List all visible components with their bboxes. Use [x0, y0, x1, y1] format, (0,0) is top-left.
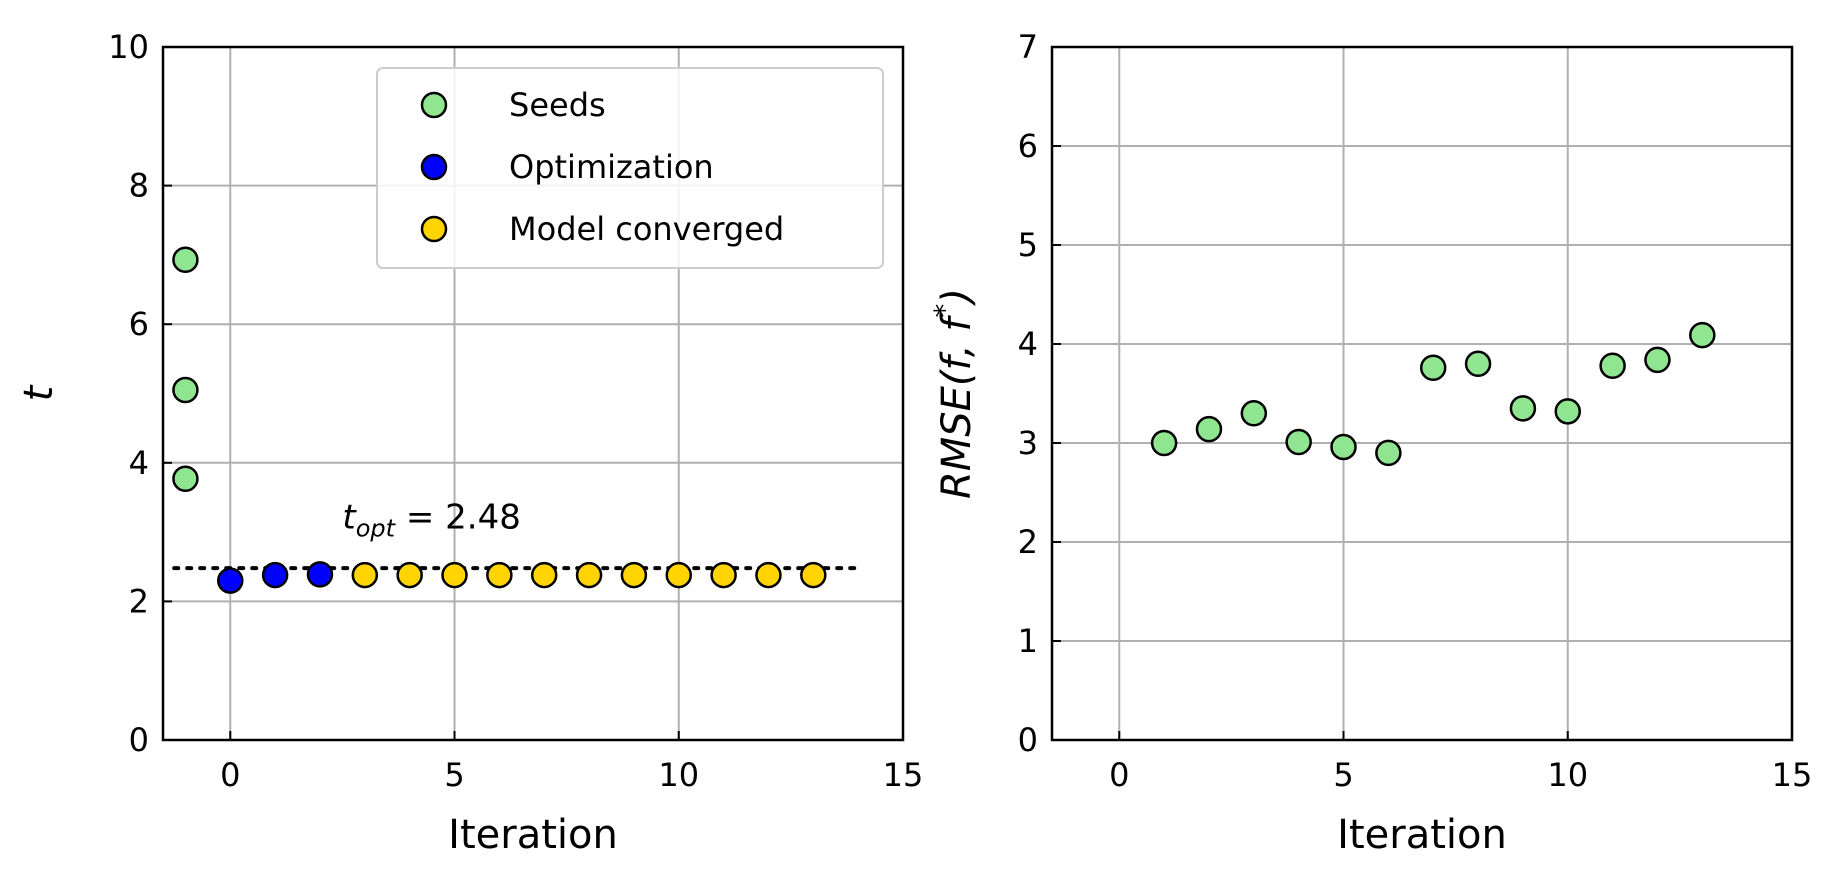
t-opt-subscript: opt — [356, 515, 397, 543]
left-point-optimization — [306, 561, 334, 588]
right-point-rmse — [1599, 352, 1626, 380]
right-x-tick-label: 5 — [1333, 756, 1353, 794]
rmse-label-main: RMSE(f, f — [934, 312, 980, 499]
t-opt-symbol: t — [342, 498, 357, 538]
left-point-seeds — [172, 465, 199, 492]
right-point-rmse — [1150, 429, 1178, 457]
right-point-rmse — [1644, 346, 1671, 374]
left-y-tick-label: 2 — [129, 582, 149, 620]
rmse-label-star: * — [928, 304, 961, 318]
right-point-rmse — [1419, 354, 1447, 382]
left-y-axis-label: t — [16, 384, 62, 401]
left-point-optimization — [261, 561, 289, 589]
right-axis-ticks: 0 5 10 15 0 1 2 3 4 5 6 7 — [1018, 28, 1813, 794]
left-scatter-points — [172, 246, 827, 594]
left-point-model-converged — [396, 561, 423, 589]
left-point-model-converged — [665, 561, 693, 589]
left-y-tick-label: 0 — [129, 721, 149, 759]
right-point-rmse — [1240, 400, 1268, 427]
left-x-tick-label: 15 — [883, 756, 924, 794]
left-x-tick-label: 0 — [220, 756, 240, 794]
right-y-tick-label: 0 — [1018, 721, 1038, 759]
right-y-tick-label: 5 — [1018, 226, 1038, 264]
right-y-tick-label: 7 — [1018, 28, 1038, 66]
left-point-model-converged — [710, 561, 737, 589]
left-point-model-converged — [620, 561, 648, 589]
t-opt-annotation: topt = 2.48 — [342, 498, 520, 543]
right-point-rmse — [1509, 395, 1537, 422]
left-y-tick-label: 4 — [129, 444, 149, 482]
right-x-tick-label: 15 — [1772, 756, 1813, 794]
right-y-axis-label: RMSE(f, f*) — [928, 288, 980, 499]
left-point-model-converged — [755, 561, 782, 589]
legend: Seeds Optimization Model converged — [376, 67, 884, 269]
right-y-tick-label: 4 — [1018, 325, 1038, 363]
right-point-rmse — [1195, 415, 1223, 443]
left-point-model-converged — [575, 561, 603, 589]
right-y-tick-label: 3 — [1018, 424, 1038, 462]
left-point-model-converged — [441, 561, 468, 589]
legend-marker-seeds — [420, 91, 448, 119]
left-x-tick-label: 5 — [444, 756, 464, 794]
left-x-tick-label: 10 — [658, 756, 699, 794]
right-y-tick-label: 1 — [1018, 622, 1038, 660]
right-scatter-points — [1150, 321, 1716, 467]
left-point-seeds — [172, 246, 199, 274]
left-point-optimization — [217, 567, 244, 594]
legend-marker-optimization — [420, 153, 448, 181]
left-y-tick-label: 6 — [129, 305, 149, 343]
left-point-model-converged — [530, 561, 558, 589]
left-point-model-converged — [800, 561, 827, 589]
legend-label-converged: Model converged — [509, 210, 784, 248]
right-point-rmse — [1689, 321, 1716, 349]
right-point-rmse — [1554, 398, 1582, 425]
right-panel-rmse-vs-iteration: 0 5 10 15 0 1 2 3 4 5 6 7 Iteration RMSE(f, f*) — [928, 28, 1812, 858]
left-x-axis-label: Iteration — [448, 812, 618, 858]
legend-label-optimization: Optimization — [509, 148, 714, 186]
left-point-model-converged — [351, 561, 379, 589]
right-point-rmse — [1285, 428, 1312, 456]
left-point-model-converged — [486, 561, 513, 589]
legend-label-seeds: Seeds — [509, 86, 606, 124]
right-point-rmse — [1330, 433, 1357, 461]
legend-box — [376, 67, 884, 269]
left-plot-frame — [161, 45, 905, 742]
legend-marker-converged — [420, 215, 448, 243]
right-point-rmse — [1464, 350, 1492, 378]
right-grid — [1052, 46, 1793, 741]
right-x-tick-label: 10 — [1547, 756, 1588, 794]
right-point-rmse — [1375, 439, 1402, 467]
left-axis-ticks: 0 5 10 15 0 2 4 6 8 10 — [108, 28, 923, 794]
right-x-tick-label: 0 — [1109, 756, 1129, 794]
left-point-seeds — [172, 376, 199, 404]
right-y-tick-label: 2 — [1018, 523, 1038, 561]
t-opt-value: = 2.48 — [395, 498, 521, 538]
right-x-axis-label: Iteration — [1337, 812, 1507, 858]
right-y-tick-label: 6 — [1018, 127, 1038, 165]
right-plot-frame — [1050, 45, 1794, 742]
rmse-label-close: ) — [934, 288, 980, 307]
left-y-tick-label: 10 — [108, 28, 149, 66]
left-y-tick-label: 8 — [129, 167, 149, 205]
